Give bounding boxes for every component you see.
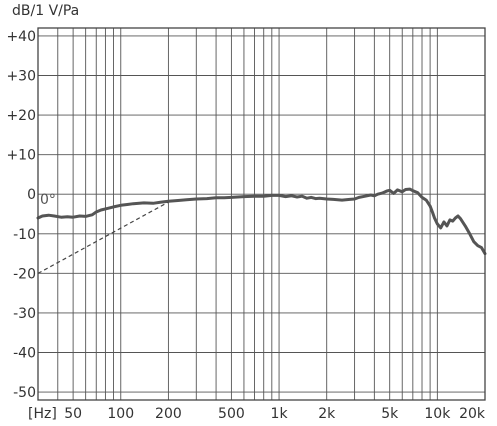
x-tick-label: 500: [218, 406, 245, 422]
y-tick-label: -30: [13, 306, 36, 322]
angle-annotation: 0°: [40, 192, 56, 208]
x-tick-label: 10k: [424, 406, 451, 422]
x-tick-label: 1k: [271, 406, 289, 422]
x-tick-label: 2k: [318, 406, 336, 422]
y-tick-label: +10: [6, 148, 36, 164]
y-tick-label: -10: [13, 227, 36, 243]
labels: dB/1 V/Pa [Hz] 0° +40 +30 +20 +10 0 -10 -20 -30…: [6, 3, 485, 422]
frequency-response-line: [36, 187, 487, 256]
x-axis-unit-label: [Hz]: [28, 406, 57, 422]
x-tick-label: 5k: [381, 406, 399, 422]
y-axis-unit-label: dB/1 V/Pa: [12, 3, 79, 19]
y-tick-label: +30: [6, 68, 36, 84]
series: [36, 187, 487, 274]
y-tick-label: -40: [13, 346, 36, 362]
x-tick-label: 100: [107, 406, 134, 422]
grid: [37, 28, 486, 400]
y-tick-label: +20: [6, 108, 36, 124]
y-tick-label: -50: [13, 385, 36, 401]
plot-border: [37, 27, 486, 401]
y-tick-label: 0: [27, 187, 36, 203]
y-tick-label: -20: [13, 266, 36, 282]
reference-dashed-line: [37, 201, 169, 274]
y-tick-label: +40: [6, 29, 36, 45]
x-tick-label: 50: [64, 406, 82, 422]
x-tick-label: 20k: [459, 406, 486, 422]
x-tick-label: 200: [155, 406, 182, 422]
